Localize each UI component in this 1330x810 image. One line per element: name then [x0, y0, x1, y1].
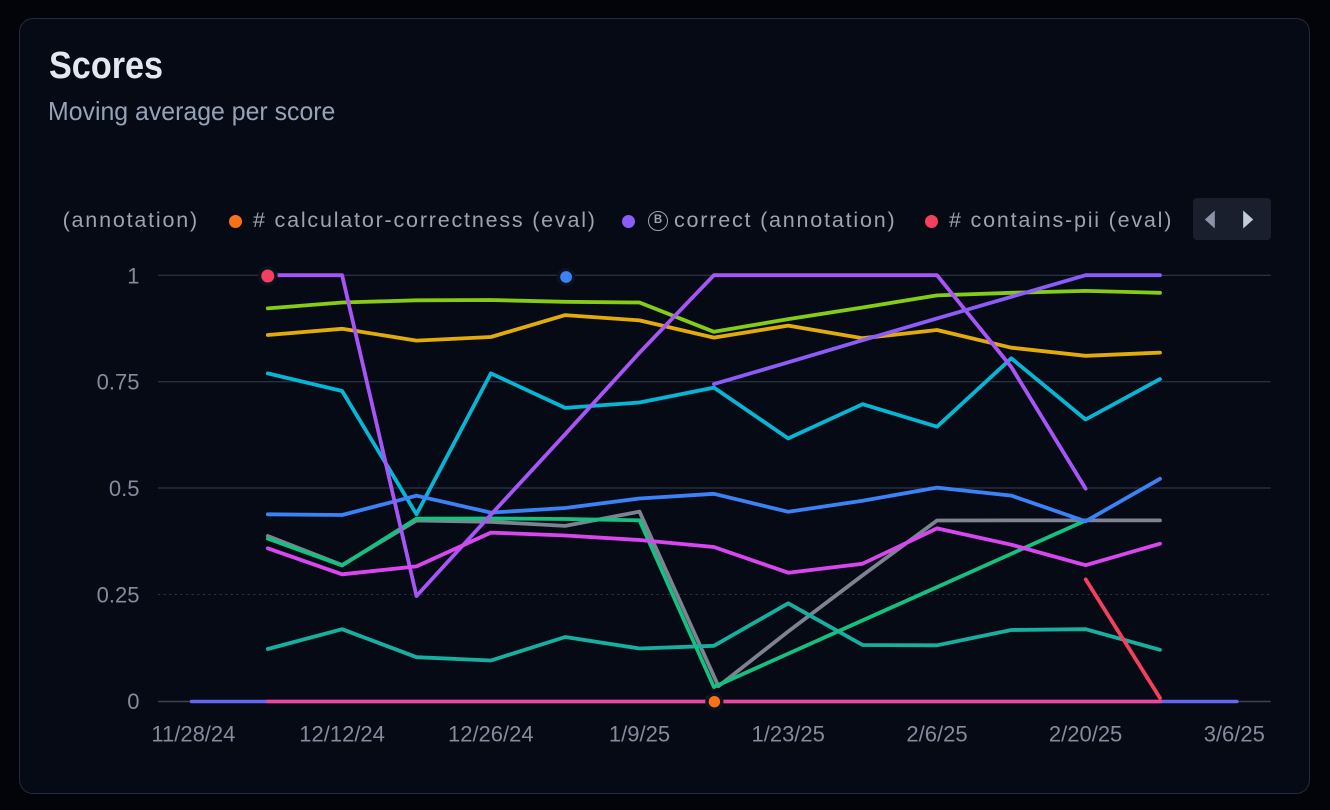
- svg-text:0.25: 0.25: [97, 582, 140, 607]
- svg-text:0.75: 0.75: [97, 370, 140, 395]
- svg-text:1: 1: [127, 264, 139, 289]
- svg-text:1/23/25: 1/23/25: [751, 722, 824, 747]
- svg-text:0: 0: [127, 689, 139, 714]
- svg-text:2/20/25: 2/20/25: [1049, 722, 1122, 747]
- svg-text:2/6/25: 2/6/25: [906, 722, 967, 747]
- svg-text:3/6/25: 3/6/25: [1204, 722, 1265, 747]
- svg-text:1/9/25: 1/9/25: [609, 722, 670, 747]
- svg-text:11/28/24: 11/28/24: [151, 722, 235, 747]
- svg-text:12/12/24: 12/12/24: [299, 722, 385, 747]
- svg-text:12/26/24: 12/26/24: [448, 722, 534, 747]
- svg-text:0.5: 0.5: [109, 476, 140, 501]
